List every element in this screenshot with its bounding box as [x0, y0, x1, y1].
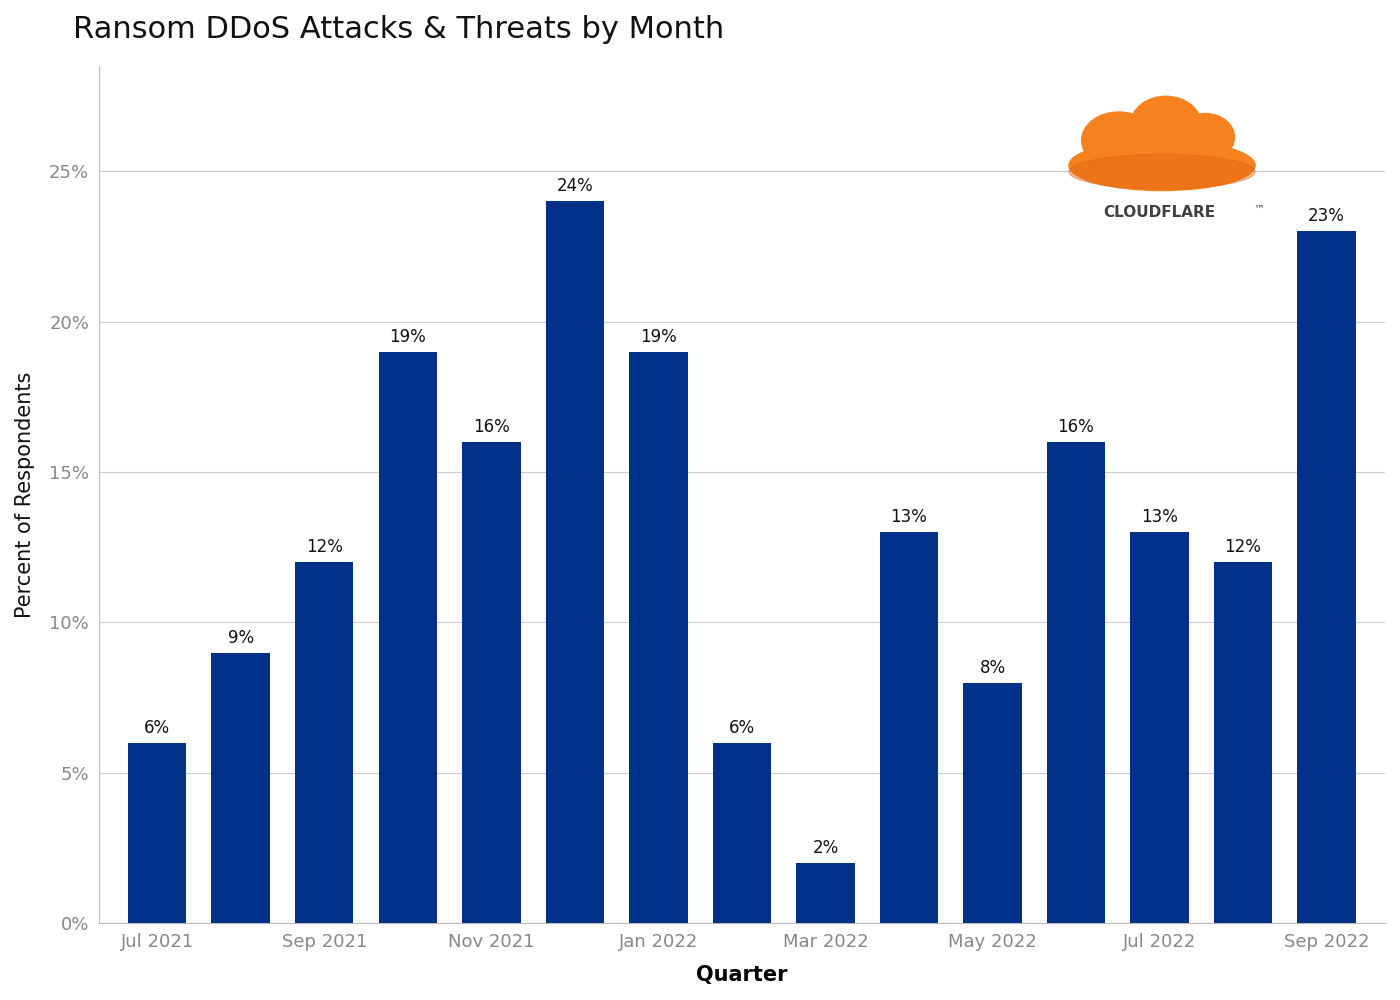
Bar	[629, 352, 687, 923]
Text: 16%: 16%	[1057, 418, 1095, 436]
Text: 9%: 9%	[228, 629, 253, 647]
Text: ™: ™	[1253, 205, 1264, 215]
Text: 8%: 8%	[980, 659, 1005, 677]
Bar	[879, 532, 938, 923]
Ellipse shape	[1070, 140, 1254, 191]
Bar	[127, 743, 186, 923]
Bar	[462, 442, 521, 923]
Text: 12%: 12%	[305, 538, 343, 556]
X-axis label: Quarter: Quarter	[696, 965, 788, 985]
Bar	[963, 683, 1022, 923]
Text: 12%: 12%	[1225, 538, 1261, 556]
Text: 19%: 19%	[640, 328, 676, 346]
Text: 2%: 2%	[812, 839, 839, 857]
Text: 13%: 13%	[890, 508, 927, 526]
Bar	[378, 352, 437, 923]
Bar	[713, 743, 771, 923]
Y-axis label: Percent of Respondents: Percent of Respondents	[15, 371, 35, 618]
Ellipse shape	[1070, 154, 1254, 189]
Bar	[797, 863, 854, 923]
Text: 16%: 16%	[473, 418, 510, 436]
Text: 13%: 13%	[1141, 508, 1177, 526]
Text: CLOUDFLARE: CLOUDFLARE	[1103, 205, 1215, 220]
Ellipse shape	[1131, 96, 1201, 153]
Text: 6%: 6%	[144, 719, 171, 737]
Bar	[1130, 532, 1189, 923]
Bar	[1298, 231, 1355, 923]
Ellipse shape	[1176, 114, 1235, 161]
Bar	[211, 653, 270, 923]
Bar	[1047, 442, 1105, 923]
Ellipse shape	[1082, 112, 1156, 169]
Bar	[295, 562, 353, 923]
Text: 24%: 24%	[556, 177, 594, 195]
Text: 6%: 6%	[729, 719, 755, 737]
Text: Ransom DDoS Attacks & Threats by Month: Ransom DDoS Attacks & Threats by Month	[73, 15, 724, 44]
Text: 19%: 19%	[389, 328, 426, 346]
Bar	[1214, 562, 1273, 923]
Text: 23%: 23%	[1308, 207, 1345, 225]
Bar	[546, 201, 603, 923]
